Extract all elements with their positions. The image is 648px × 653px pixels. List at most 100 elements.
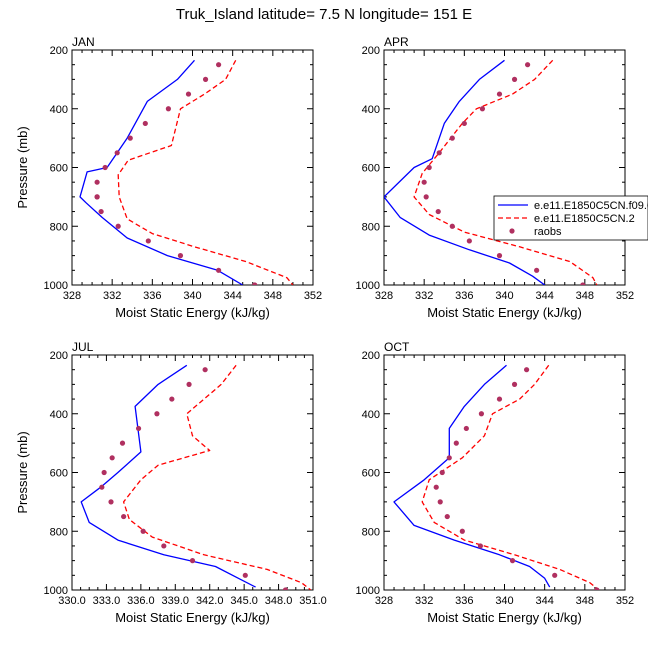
raobs-point	[523, 367, 530, 373]
raobs-point	[216, 267, 222, 273]
x-tick-label: 333.0	[93, 595, 121, 607]
x-axis-title: Moist Static Energy (kJ/kg)	[427, 610, 582, 625]
raobs-point	[436, 150, 442, 156]
x-tick-label: 351.0	[299, 595, 327, 607]
x-tick-label: 328	[63, 290, 81, 302]
y-tick-label: 600	[362, 163, 380, 175]
x-tick-label: 348	[264, 290, 282, 302]
panel-label: APR	[384, 35, 409, 49]
y-tick-label: 800	[50, 526, 68, 538]
panel-label: OCT	[384, 340, 410, 354]
raobs-point	[509, 558, 516, 564]
page-title: Truk_Island latitude= 7.5 N longitude= 1…	[175, 6, 473, 23]
series-group	[384, 59, 598, 285]
raobs-point	[94, 194, 100, 200]
raobs-point	[479, 106, 486, 112]
x-tick-label: 340	[495, 290, 513, 302]
raobs-point	[449, 135, 455, 141]
y-tick-label: 400	[50, 104, 68, 116]
y-tick-label: 400	[50, 409, 68, 421]
raobs-point	[426, 164, 432, 171]
plot-frame	[383, 49, 626, 286]
y-tick-label: 600	[50, 468, 68, 480]
raobs-point	[216, 62, 222, 68]
raobs-point	[437, 499, 443, 505]
raobs-point	[202, 76, 209, 82]
raobs-point	[466, 238, 472, 244]
panel-oct: 328 332 336 340 344 348 352 200 400 600 800 1000 OCT…	[356, 340, 635, 625]
x-tick-label: 344	[223, 290, 241, 302]
x-axis-title: Moist Static Energy (kJ/kg)	[115, 305, 270, 320]
raobs-point	[186, 381, 192, 387]
raobs-point	[449, 223, 455, 229]
series-line-2	[117, 59, 294, 285]
x-tick-label: 336.0	[127, 595, 155, 607]
legend: e.e11.E1850C5CN.f09.001e.e11.E1850C5CN.2…	[493, 195, 648, 241]
raobs-point	[94, 179, 100, 185]
legend-label: e.e11.E1850C5CN.2	[534, 213, 635, 225]
series-group	[80, 364, 312, 590]
y-tick-label: 200	[50, 45, 68, 57]
raobs-point	[446, 455, 452, 461]
raobs-point	[114, 150, 120, 156]
panel-apr: 328 332 336 340 344 348 352 200 400 600 800 1000 APR…	[356, 35, 635, 320]
x-axis-title: Moist Static Energy (kJ/kg)	[115, 610, 270, 625]
x-tick-label: 340	[183, 290, 201, 302]
y-tick-label: 200	[362, 45, 380, 57]
panel-jul: 330.0 333.0 336.0 339.0 342.0 345.0 348.0 351.0…	[15, 340, 327, 625]
raobs-point	[165, 106, 171, 112]
raobs-point	[478, 411, 485, 417]
raobs-point	[552, 572, 558, 578]
x-tick-label: 348	[576, 595, 594, 607]
x-tick-label: 348	[576, 290, 594, 302]
x-tick-label: 339.0	[162, 595, 190, 607]
raobs-point	[534, 267, 540, 273]
series-line-f09	[79, 59, 244, 285]
x-tick-label: 344	[535, 290, 553, 302]
raobs-point	[109, 455, 115, 461]
raobs-point	[202, 367, 208, 373]
y-axis-title: Pressure (mb)	[15, 126, 30, 208]
series-line-2	[122, 364, 312, 590]
raobs-point	[435, 208, 441, 215]
raobs-point	[282, 587, 289, 590]
raobs-point	[461, 120, 467, 127]
x-tick-label: 332	[415, 290, 433, 302]
raobs-point	[102, 164, 108, 171]
x-tick-label: 336	[455, 595, 473, 607]
y-tick-label: 1000	[356, 585, 380, 597]
x-tick-label: 332	[103, 290, 121, 302]
series-group	[393, 364, 600, 590]
raobs-point	[463, 425, 469, 432]
raobs-point	[511, 76, 518, 82]
raobs-point	[252, 282, 258, 285]
y-tick-label: 1000	[44, 280, 68, 292]
y-tick-label: 400	[362, 409, 380, 421]
raobs-point	[127, 135, 133, 141]
raobs-point	[98, 208, 104, 215]
raobs-point	[433, 484, 439, 490]
x-tick-label: 348.0	[265, 595, 293, 607]
y-tick-label: 600	[50, 163, 68, 175]
x-tick-label: 345.0	[230, 595, 258, 607]
raobs-point	[177, 253, 184, 259]
raobs-point	[108, 499, 114, 505]
plot-frame	[383, 354, 626, 591]
raobs-point	[121, 513, 127, 520]
raobs-point	[99, 484, 105, 490]
raobs-point	[140, 528, 146, 534]
panel-label: JAN	[72, 35, 95, 49]
x-tick-label: 336	[455, 290, 473, 302]
raobs-point	[524, 62, 531, 68]
y-tick-label: 1000	[44, 585, 68, 597]
y-tick-label: 800	[50, 221, 68, 233]
x-tick-label: 352	[616, 290, 634, 302]
raobs-point	[496, 396, 503, 402]
plot-frame	[71, 49, 314, 286]
y-tick-label: 400	[362, 104, 380, 116]
panel-jan: 328 332 336 340 344 348 352 200 400 600 800 1000 JAN…	[15, 35, 322, 320]
legend-marker-raobs	[509, 228, 515, 234]
y-tick-label: 800	[362, 221, 380, 233]
raobs-point	[242, 572, 248, 578]
plot-frame	[71, 354, 314, 591]
